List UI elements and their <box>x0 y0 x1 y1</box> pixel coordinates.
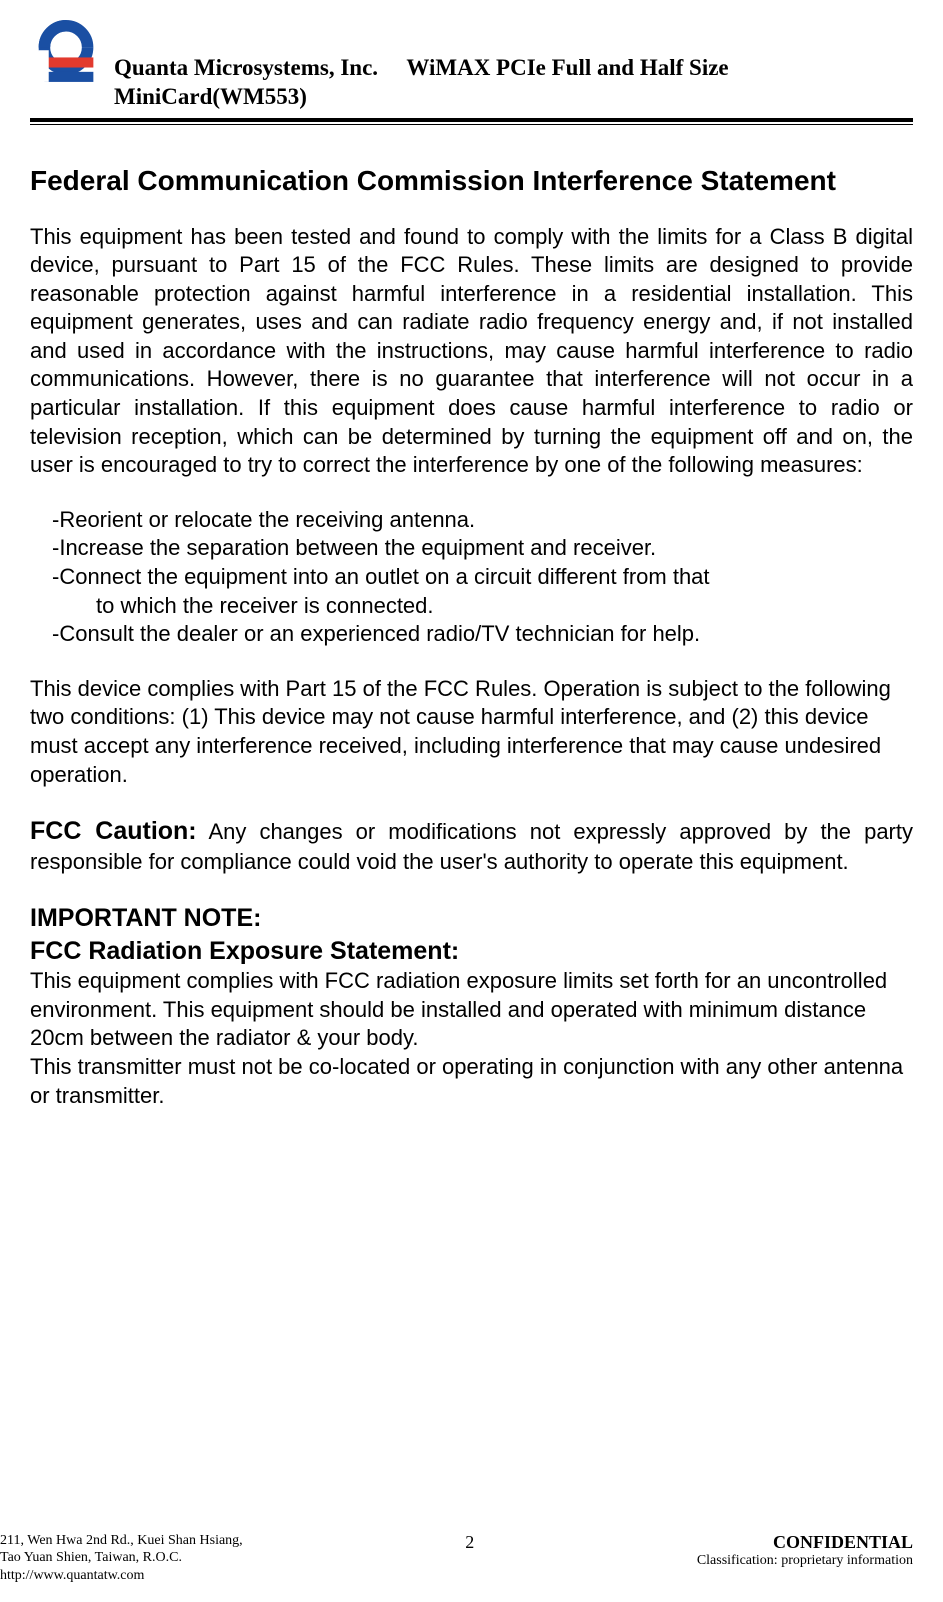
footer-url: http://www.quantatw.com <box>0 1567 243 1585</box>
header-title: Quanta Microsystems, Inc. WiMAX PCIe Ful… <box>114 20 913 112</box>
measures-list: -Reorient or relocate the receiving ante… <box>52 506 913 649</box>
caution-paragraph: FCC Caution: Any changes or modification… <box>30 815 913 876</box>
important-note-heading: IMPORTANT NOTE: <box>30 902 913 935</box>
page-number: 2 <box>465 1532 474 1553</box>
header-rule <box>30 118 913 125</box>
list-item: -Connect the equipment into an outlet on… <box>52 563 913 592</box>
address-line: Tao Yuan Shien, Taiwan, R.O.C. <box>0 1549 243 1567</box>
document-page: Quanta Microsystems, Inc. WiMAX PCIe Ful… <box>0 0 943 1602</box>
important-section: IMPORTANT NOTE: FCC Radiation Exposure S… <box>30 902 913 1110</box>
colocation-paragraph: This transmitter must not be co-located … <box>30 1053 913 1110</box>
document-footer: 211, Wen Hwa 2nd Rd., Kuei Shan Hsiang, … <box>0 1532 943 1585</box>
document-header: Quanta Microsystems, Inc. WiMAX PCIe Ful… <box>30 20 913 112</box>
caution-label: FCC Caution: <box>30 817 197 845</box>
confidential-label: CONFIDENTIAL <box>697 1532 913 1553</box>
footer-address: 211, Wen Hwa 2nd Rd., Kuei Shan Hsiang, … <box>0 1532 243 1585</box>
radiation-heading: FCC Radiation Exposure Statement: <box>30 935 913 968</box>
list-item: -Consult the dealer or an experienced ra… <box>52 620 913 649</box>
list-item: -Increase the separation between the equ… <box>52 534 913 563</box>
radiation-paragraph: This equipment complies with FCC radiati… <box>30 967 913 1053</box>
document-body: Federal Communication Commission Interfe… <box>30 125 913 1111</box>
list-item: -Reorient or relocate the receiving ante… <box>52 506 913 535</box>
part15-paragraph: This device complies with Part 15 of the… <box>30 675 913 789</box>
company-name: Quanta Microsystems, Inc. <box>114 55 378 80</box>
company-logo-icon <box>30 20 102 92</box>
main-heading: Federal Communication Commission Interfe… <box>30 165 913 197</box>
address-line: 211, Wen Hwa 2nd Rd., Kuei Shan Hsiang, <box>0 1532 243 1550</box>
list-item-continuation: to which the receiver is connected. <box>52 592 913 621</box>
intro-paragraph: This equipment has been tested and found… <box>30 223 913 480</box>
footer-classification: CONFIDENTIAL Classification: proprietary… <box>697 1532 913 1569</box>
classification-text: Classification: proprietary information <box>697 1553 913 1569</box>
